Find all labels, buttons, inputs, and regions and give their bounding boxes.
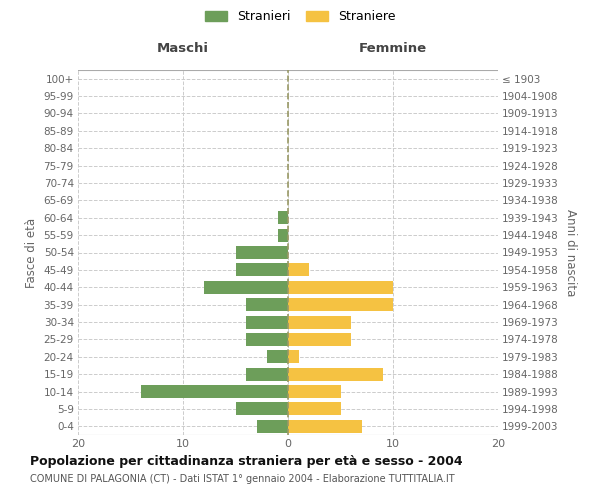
Bar bbox=[235, 264, 288, 276]
Bar bbox=[288, 280, 393, 294]
Bar bbox=[235, 402, 288, 415]
Bar bbox=[288, 316, 351, 328]
Bar bbox=[204, 280, 288, 294]
Bar bbox=[277, 211, 288, 224]
Bar bbox=[288, 368, 383, 380]
Bar bbox=[246, 298, 288, 311]
Bar bbox=[288, 264, 309, 276]
Bar bbox=[277, 228, 288, 241]
Bar bbox=[246, 368, 288, 380]
Text: Femmine: Femmine bbox=[359, 42, 427, 56]
Legend: Stranieri, Straniere: Stranieri, Straniere bbox=[201, 6, 399, 26]
Y-axis label: Fasce di età: Fasce di età bbox=[25, 218, 38, 288]
Bar bbox=[288, 420, 361, 433]
Bar bbox=[257, 420, 288, 433]
Bar bbox=[267, 350, 288, 364]
Bar bbox=[288, 402, 341, 415]
Bar bbox=[288, 298, 393, 311]
Text: Maschi: Maschi bbox=[157, 42, 209, 56]
Bar bbox=[246, 333, 288, 346]
Bar bbox=[246, 316, 288, 328]
Bar bbox=[235, 246, 288, 259]
Y-axis label: Anni di nascita: Anni di nascita bbox=[565, 209, 577, 296]
Bar bbox=[288, 350, 299, 364]
Text: COMUNE DI PALAGONIA (CT) - Dati ISTAT 1° gennaio 2004 - Elaborazione TUTTITALIA.: COMUNE DI PALAGONIA (CT) - Dati ISTAT 1°… bbox=[30, 474, 455, 484]
Bar bbox=[288, 333, 351, 346]
Bar bbox=[141, 385, 288, 398]
Text: Popolazione per cittadinanza straniera per età e sesso - 2004: Popolazione per cittadinanza straniera p… bbox=[30, 455, 463, 468]
Bar bbox=[288, 385, 341, 398]
